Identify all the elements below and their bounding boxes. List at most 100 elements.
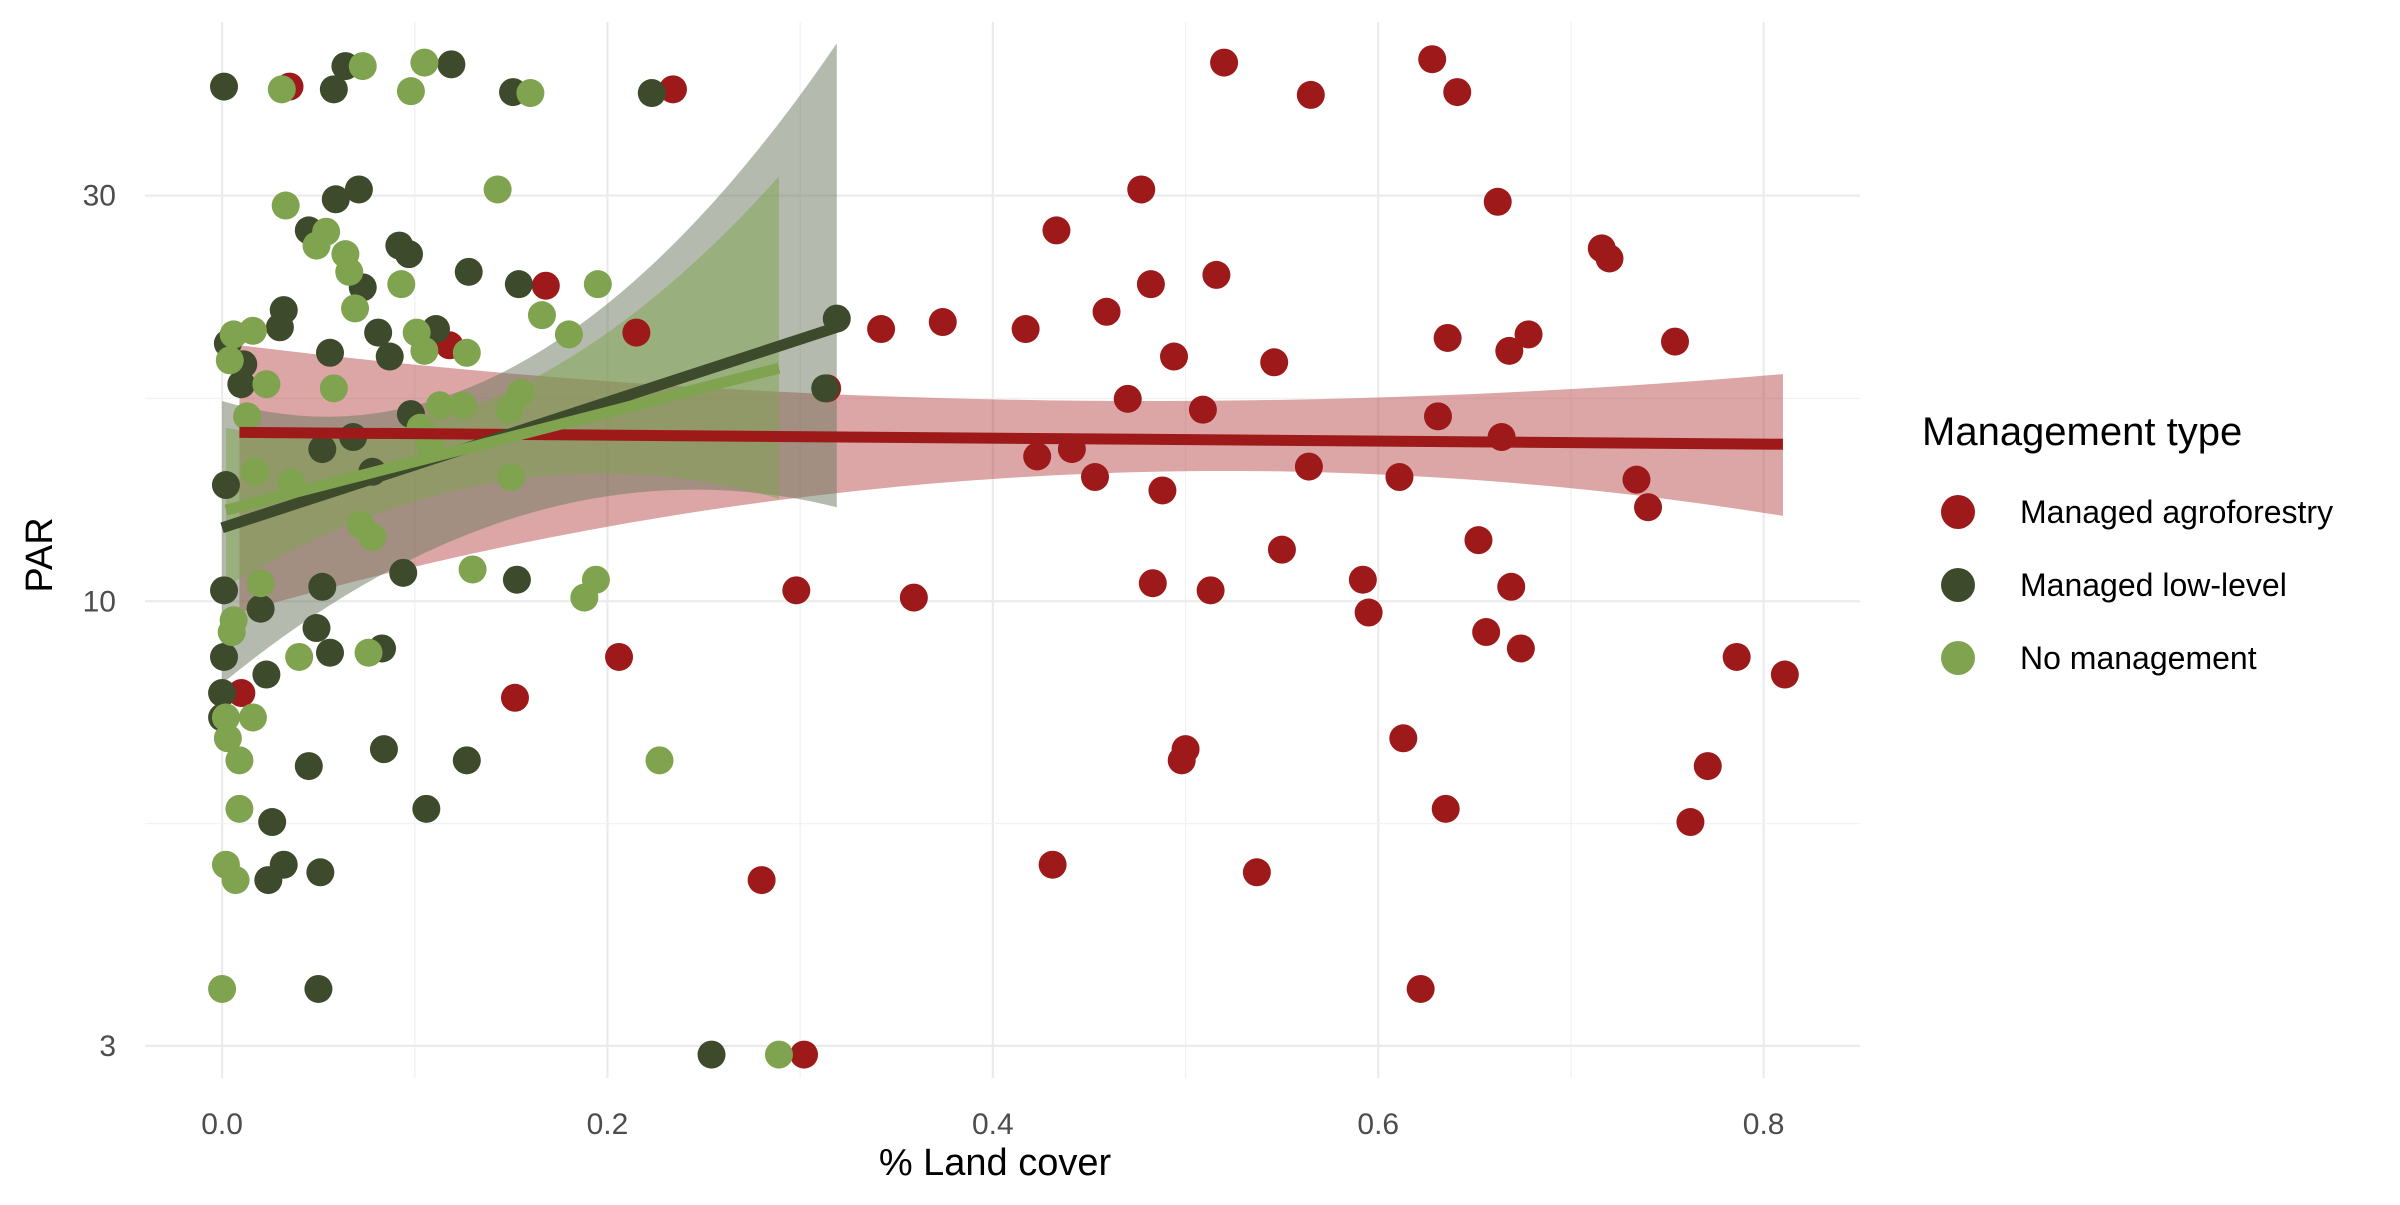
data-point [1464,526,1493,555]
regression-lines [220,322,1783,534]
data-point [497,463,526,492]
data-point [225,794,254,823]
data-point [410,336,439,365]
data-point [425,391,454,420]
data-point [238,316,267,345]
data-point [1160,342,1188,371]
data-point [215,346,244,375]
legend-key [1941,495,1975,529]
data-point [1634,493,1663,522]
y-tick-label: 10 [83,585,116,618]
data-point [225,746,254,775]
data-point [516,79,545,108]
data-point [389,558,418,587]
data-point [1472,618,1501,647]
data-point [344,175,373,204]
data-point [246,594,275,623]
data-point [867,315,896,344]
data-point [1294,452,1323,481]
data-point [1423,402,1452,431]
data-point [1348,565,1377,594]
data-point [1389,724,1418,753]
data-point [500,683,529,712]
data-point [1023,442,1052,471]
data-point [410,48,439,77]
data-point [387,270,416,299]
data-point [294,752,323,781]
legend-key [1941,568,1975,602]
data-point [622,318,651,347]
data-point [1011,315,1040,344]
data-point [1202,260,1231,289]
data-point [1260,348,1289,377]
data-point [208,974,237,1003]
data-point [252,370,281,399]
legend-items: Managed agroforestry Managed low-level No … [1941,494,2333,676]
regression-line [224,362,781,516]
data-point [217,618,246,647]
data-point [254,866,283,895]
data-point [1483,187,1512,216]
data-point [319,75,348,104]
data-point [1693,752,1722,781]
legend-key [1941,641,1975,675]
data-point [1092,297,1121,326]
data-point [302,231,331,260]
data-point [790,1040,819,1069]
data-point [302,614,331,643]
data-point [238,703,267,732]
legend-title: Management type [1922,410,2242,454]
data-point [1080,463,1109,492]
data-point [764,1040,793,1069]
data-point [375,342,404,371]
data-point [267,75,296,104]
confidence-bands [222,43,1783,684]
data-point [210,576,239,605]
data-point [1770,660,1799,689]
data-point [452,338,481,367]
x-tick-label: 0.6 [1357,1108,1399,1141]
data-points [208,45,1799,1069]
x-axis-title: % Land cover [879,1142,1112,1184]
legend-label: No management [2020,640,2257,676]
data-point [227,679,256,708]
data-point [1127,175,1156,204]
data-point [394,240,423,269]
data-point [1622,465,1651,494]
x-tick-label: 0.2 [587,1108,629,1141]
data-point [1210,48,1239,77]
data-point [454,257,483,286]
data-point [1042,216,1071,245]
grid [145,22,1860,1078]
x-tick-label: 0.4 [972,1108,1014,1141]
data-point [899,583,928,612]
data-point [213,724,242,753]
data-point [605,642,634,671]
data-point [1267,535,1296,564]
y-tick-label: 30 [83,180,116,213]
data-point [210,642,239,671]
data-point [315,638,344,667]
data-point [1296,80,1325,109]
data-point [354,638,383,667]
data-point [531,271,560,300]
data-point [506,378,535,407]
data-point [1514,320,1543,349]
data-point [246,569,275,598]
data-point [364,318,393,347]
data-point [304,974,333,1003]
x-axis-ticks: 0.0 0.2 0.4 0.6 0.8 [201,1108,1784,1141]
data-point [782,576,811,605]
data-point [412,794,441,823]
data-point [1433,323,1462,352]
data-point [658,75,687,104]
data-point [452,746,481,775]
data-point [252,660,281,689]
data-point [437,50,466,79]
data-point [570,583,599,612]
data-point [1242,858,1271,887]
data-point [211,471,240,500]
data-point [1148,476,1177,505]
